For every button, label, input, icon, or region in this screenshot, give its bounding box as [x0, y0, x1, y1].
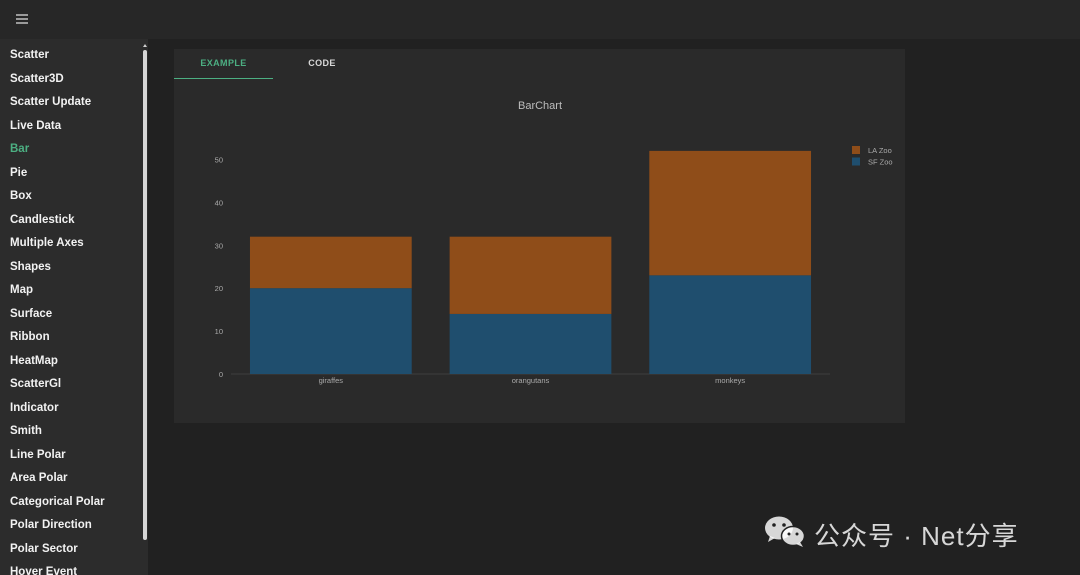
- sidebar-nav: Scatter Scatter3D Scatter Update Live Data B…: [0, 39, 142, 575]
- example-card: EXAMPLE CODE BarChart 0 10 20 30 40 50 giraffes…: [174, 49, 905, 423]
- sidebar-item-polar-sector[interactable]: Polar Sector: [10, 542, 78, 555]
- watermark-text: 公众号 · Net分享: [814, 521, 1019, 551]
- sidebar-item-map[interactable]: Map: [10, 284, 33, 296]
- sidebar-item-ribbon[interactable]: Ribbon: [10, 331, 50, 343]
- sidebar-item-scatter3d[interactable]: Scatter3D: [10, 72, 64, 85]
- x-tick-label: orangutans: [512, 376, 550, 385]
- sidebar-item-scattergl[interactable]: ScatterGl: [10, 378, 62, 390]
- sidebar-item-scatter-update[interactable]: Scatter Update: [10, 96, 92, 108]
- legend-label: SF Zoo: [868, 158, 893, 167]
- sidebar-item-surface[interactable]: Surface: [10, 307, 53, 320]
- sidebar-item-polar-direction[interactable]: Polar Direction: [10, 519, 92, 531]
- sidebar-scrollbar[interactable]: [143, 44, 147, 575]
- sidebar: Scatter Scatter3D Scatter Update Live Data B…: [0, 39, 148, 575]
- y-tick-label: 20: [215, 284, 223, 293]
- sidebar-item-box[interactable]: Box: [10, 190, 32, 202]
- sidebar-item-bar[interactable]: Bar: [10, 143, 30, 155]
- tab-code[interactable]: CODE: [308, 58, 336, 68]
- sidebar-item-smith[interactable]: Smith: [10, 425, 42, 437]
- y-tick-label: 40: [215, 198, 223, 207]
- sidebar-item-scatter[interactable]: Scatter: [10, 49, 49, 61]
- bar-sf-zoo-orangutans: [449, 313, 612, 374]
- app-bar: [0, 0, 1080, 39]
- sidebar-item-multiple-axes[interactable]: Multiple Axes: [10, 237, 84, 249]
- watermark: 公众号 · Net分享: [764, 510, 1054, 556]
- wechat-icon: [765, 516, 806, 547]
- y-tick-label: 30: [215, 241, 223, 250]
- y-tick-label: 50: [215, 155, 223, 164]
- y-tick-label: 10: [215, 327, 223, 336]
- tab-example[interactable]: EXAMPLE: [174, 49, 273, 79]
- bar-la-zoo-orangutans: [449, 236, 612, 314]
- scroll-up-arrow-icon[interactable]: [143, 44, 147, 47]
- legend-label: LA Zoo: [868, 146, 892, 155]
- y-tick-label: 0: [219, 370, 223, 379]
- sidebar-item-candlestick[interactable]: Candlestick: [10, 213, 75, 226]
- sidebar-item-hover-event[interactable]: Hover Event: [10, 566, 78, 575]
- bar-la-zoo-monkeys: [649, 150, 812, 276]
- sidebar-item-heatmap[interactable]: HeatMap: [10, 354, 58, 367]
- bar-chart: BarChart 0 10 20 30 40 50 giraffes orangutans mon…: [215, 100, 893, 385]
- sidebar-item-indicator[interactable]: Indicator: [10, 401, 59, 414]
- sidebar-item-live-data[interactable]: Live Data: [10, 119, 62, 132]
- bar-la-zoo-giraffes: [249, 236, 412, 289]
- bar-sf-zoo-monkeys: [649, 275, 812, 374]
- chart-title: BarChart: [518, 100, 562, 112]
- sidebar-item-area-polar[interactable]: Area Polar: [10, 472, 68, 484]
- scrollbar-thumb[interactable]: [143, 50, 147, 540]
- legend-swatch: [852, 157, 860, 166]
- sidebar-item-categorical-polar[interactable]: Categorical Polar: [10, 495, 105, 508]
- x-tick-label: monkeys: [715, 376, 745, 385]
- legend-swatch: [852, 146, 860, 154]
- sidebar-item-shapes[interactable]: Shapes: [10, 260, 51, 273]
- x-tick-label: giraffes: [319, 376, 344, 385]
- sidebar-item-pie[interactable]: Pie: [10, 166, 28, 179]
- bar-sf-zoo-giraffes: [249, 288, 412, 374]
- hamburger-menu-icon[interactable]: [16, 14, 28, 24]
- sidebar-item-line-polar[interactable]: Line Polar: [10, 448, 66, 461]
